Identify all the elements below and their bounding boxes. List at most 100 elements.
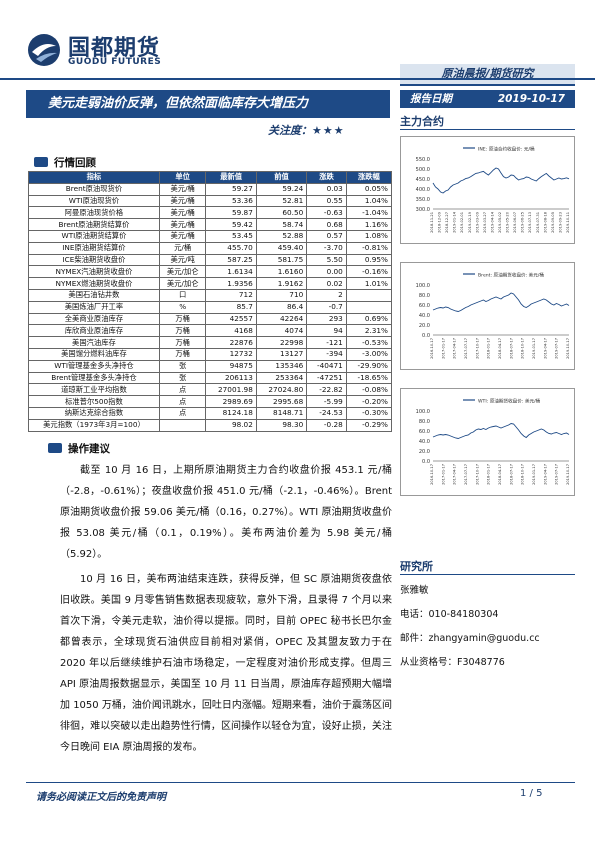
y-tick-label: 80.0 (419, 293, 430, 299)
table-cell: 0.69% (345, 312, 393, 326)
table-cell: 0.02 (306, 277, 347, 290)
table-cell: -18.65% (345, 371, 393, 385)
table-cell: 张 (158, 371, 207, 385)
x-tick-label: 2019-03-09 (475, 211, 479, 233)
section-marker-icon (34, 157, 48, 167)
table-cell: 53.36 (205, 194, 257, 208)
cert-value: F3048776 (457, 657, 505, 668)
attention-rating: 关注度：★★★ (268, 122, 388, 138)
table-cell: 52.81 (255, 194, 308, 208)
table-header-cell: 指标 (28, 171, 160, 184)
table-cell: Brent管理基金多头净持仓 (28, 371, 160, 385)
advice-body: 截至 10 月 16 日，上期所原油期货主力合约收盘价报 453.1 元/桶（-… (60, 460, 392, 758)
research-divider (400, 574, 575, 575)
table-row: WTI管理基金多头净持仓张 94875 135346 -40471 -29.90% (28, 359, 393, 373)
table-cell: 206113 (205, 371, 257, 385)
table-cell: 张 (158, 359, 207, 373)
x-tick-label: 2019-06-07 (513, 212, 517, 233)
table-row: 美国炼油厂开工率% 85.7 86.4 -0.7 (28, 300, 393, 314)
x-tick-label: 2019-02-19 (468, 211, 472, 233)
x-tick-label: 2018-04-17 (498, 338, 502, 359)
table-cell: 2.31% (345, 324, 393, 338)
disclaimer-notice[interactable]: 请务必阅读正文后的免责声明 (36, 792, 166, 803)
analyst-phone: 电话：010-84180304 (400, 606, 498, 620)
legend-label: Brent: 原油期货收盘价: 美元/桶 (478, 272, 544, 279)
phone-label: 电话： (400, 609, 429, 620)
x-tick-label: 2019-07-17 (555, 464, 559, 485)
table-cell: 美国馏分燃料油库存 (28, 347, 160, 361)
table-row: 美元指数（1973年3月=100） 98.02 98.30 -0.28 -0.29% (28, 418, 393, 432)
table-cell (345, 300, 393, 314)
table-cell: 58.74 (255, 218, 308, 231)
table-row: Brent原油现货价 美元/桶 59.27 59.24 0.03 0.05% (28, 182, 393, 196)
table-cell: 22876 (205, 336, 257, 349)
table-cell: 42557 (205, 312, 257, 326)
table-cell: 27001.98 (205, 383, 257, 397)
table-cell: 美元/桶 (158, 182, 207, 196)
table-header-cell: 单位 (158, 171, 207, 184)
table-cell: 1.16% (345, 218, 393, 231)
attention-stars: ★★★ (312, 124, 345, 137)
table-cell: -0.53% (345, 336, 393, 349)
y-tick-label: 100.0 (416, 409, 430, 415)
y-tick-label: 550.0 (416, 157, 430, 163)
footer-divider (26, 782, 575, 783)
table-cell: 万桶 (158, 312, 207, 326)
table-cell: -0.28 (306, 418, 347, 432)
table-cell: ICE柴油期货收盘价 (28, 253, 160, 267)
x-tick-label: 2019-01-17 (532, 464, 536, 485)
chart-brent-crude: Brent: 原油期货收盘价: 美元/桶 100.0 80.0 60.0 40.0 20.… (400, 262, 575, 370)
table-cell: 美元/桶 (158, 206, 207, 220)
x-tick-label: 2017-10-17 (475, 464, 479, 485)
table-cell: 美国炼油厂开工率 (28, 300, 160, 314)
logo-text-en: GUODU FUTURES (68, 57, 162, 67)
x-tick-label: 2018-10-17 (521, 338, 525, 359)
table-cell: -1.04% (345, 206, 393, 220)
table-cell: -3.00% (345, 347, 393, 361)
table-header-cell: 涨跌幅 (345, 171, 393, 184)
x-tick-label: 2016-10-17 (430, 338, 434, 359)
table-cell: 万桶 (158, 324, 207, 338)
analyst-name: 张雅敏 (400, 585, 429, 596)
table-cell: -0.29% (345, 418, 393, 432)
email-value[interactable]: zhangyamin@guodu.cc (428, 633, 540, 644)
x-tick-label: 2019-07-13 (528, 212, 532, 233)
table-cell: Brent原油期货结算价 (28, 218, 160, 231)
report-title: 美元走弱油价反弹，但依然面临库存大增压力 (26, 90, 390, 118)
table-cell: 美元/桶 (158, 194, 207, 208)
table-cell: -0.08% (345, 383, 393, 397)
x-tick-label: 2019-07-31 (536, 212, 540, 233)
chart-ine-crude: INE: 原油合约收盘价: 元/桶 550.0 500.0 450.0 400.0 350… (400, 136, 575, 244)
table-cell: -0.7 (306, 300, 347, 314)
x-tick-label: 2018-04-17 (498, 464, 502, 485)
table-cell: 元/桶 (158, 241, 207, 255)
series-line (432, 292, 570, 312)
table-header-row: 指标 单位 最新值 前值 涨跌 涨跌幅 (28, 171, 393, 184)
x-tick-label: 2019-09-23 (558, 212, 562, 233)
advice-paragraph-1: 截至 10 月 16 日，上期所原油期货主力合约收盘价报 453.1 元/桶（-… (60, 465, 392, 560)
table-cell: 美元/桶 (158, 229, 207, 243)
table-row: WTI原油现货价 美元/桶 53.36 52.81 0.55 1.04% (28, 194, 393, 208)
x-tick-label: 2019-10-11 (566, 212, 570, 233)
x-tick-label: 2017-10-17 (475, 338, 479, 359)
table-cell: 59.24 (255, 182, 308, 196)
table-cell: 0.03 (306, 182, 347, 196)
table-cell: 13127 (255, 347, 308, 361)
y-tick-label: 400.0 (416, 187, 430, 193)
x-tick-label: 2017-01-17 (441, 338, 445, 359)
report-type-label: 原油晨报/期货研究 (400, 64, 575, 86)
x-tick-label: 2019-02-01 (460, 212, 464, 233)
x-tick-label: 2017-04-17 (453, 338, 457, 359)
x-tick-label: 2019-07-17 (555, 338, 559, 359)
x-tick-label: 2018-01-17 (487, 464, 491, 485)
table-row: 美国汽油库存 万桶 22876 22998 -121 -0.53% (28, 336, 393, 349)
table-cell: 道琼斯工业平均指数 (28, 383, 160, 397)
table-row: INE原油期货结算价 元/桶 455.70 459.40 -3.70 -0.81% (28, 241, 393, 255)
table-cell: 85.7 (205, 300, 257, 314)
table-cell: 0.55 (306, 194, 347, 208)
x-tick-label: 2019-10-17 (566, 464, 570, 485)
y-tick-label: 0.0 (422, 459, 430, 465)
table-cell (345, 288, 393, 302)
table-row: 道琼斯工业平均指数点 27001.98 27024.80 -22.82 -0.08% (28, 383, 393, 397)
chart-brent-crude-svg: Brent: 原油期货收盘价: 美元/桶 100.0 80.0 60.0 40.0 20.… (416, 272, 570, 359)
